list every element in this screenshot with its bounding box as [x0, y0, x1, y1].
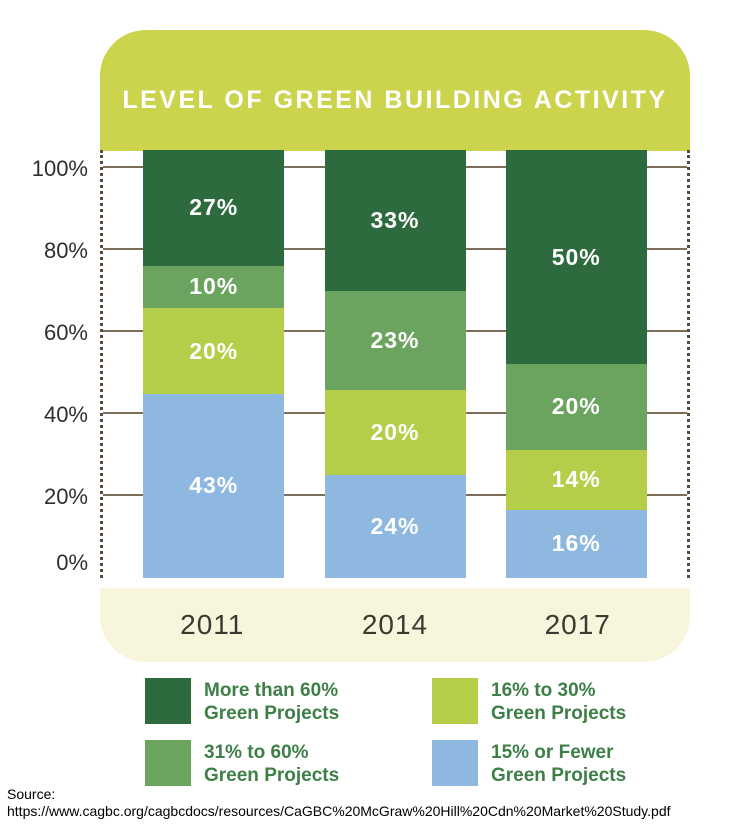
segment-value-label: 20%: [551, 393, 601, 420]
segment-value-label: 24%: [370, 513, 420, 540]
y-tick-60: 60%: [43, 320, 88, 345]
segment-value-label: 16%: [551, 530, 601, 557]
bar-segment: 20%: [324, 389, 466, 476]
segment-value-label: 33%: [370, 207, 420, 234]
segment-value-label: 43%: [189, 472, 239, 499]
segment-value-label: 20%: [189, 337, 239, 364]
bar-segment: 50%: [505, 150, 647, 364]
x-label-2011: 2011: [180, 609, 245, 640]
bar-2017: 50% 20% 14% 16%: [505, 150, 647, 578]
segment-value-label: 23%: [370, 326, 420, 353]
legend-label: More than 60% Green Projects: [204, 680, 340, 724]
bar-segment: 10%: [143, 265, 285, 309]
source-label: Source:: [7, 786, 56, 802]
legend-swatch: [145, 678, 191, 724]
source-url: https://www.cagbc.org/cagbcdocs/resource…: [7, 803, 671, 819]
bar-2011: 27% 10% 20% 43%: [143, 150, 285, 578]
segment-value-label: 50%: [551, 243, 601, 270]
legend-label: 31% to 60% Green Projects: [204, 742, 340, 786]
y-tick-40: 40%: [43, 402, 88, 427]
bar-segment: 27%: [143, 150, 285, 266]
bar-segment: 23%: [324, 291, 466, 390]
bars-container: 27% 10% 20% 43% 33% 23% 20% 24% 50% 20% 14% 16%: [103, 150, 687, 578]
segment-value-label: 14%: [551, 466, 601, 493]
bar-segment: 20%: [143, 308, 285, 394]
bar-segment: 33%: [324, 150, 466, 292]
segment-value-label: 10%: [189, 273, 239, 300]
source-block: Source: https://www.cagbc.org/cagbcdocs/…: [7, 786, 671, 820]
x-label-2017: 2017: [544, 609, 611, 640]
chart-title: LEVEL OF GREEN BUILDING ACTIVITY: [122, 86, 668, 114]
y-tick-80: 80%: [43, 238, 88, 263]
legend-item: 16% to 30% Green Projects: [432, 678, 626, 725]
legend-label: 16% to 30% Green Projects: [491, 680, 627, 724]
legend: More than 60% Green Projects 16% to 30% G…: [145, 678, 626, 787]
legend-item: 15% or Fewer Green Projects: [432, 740, 626, 787]
x-axis-band: 2011 2014 2017: [100, 588, 690, 662]
legend-swatch: [432, 740, 478, 786]
x-label-2014: 2014: [361, 609, 429, 640]
chart-title-banner: LEVEL OF GREEN BUILDING ACTIVITY: [100, 30, 690, 151]
bar-segment: 20%: [505, 364, 647, 450]
legend-swatch: [145, 740, 191, 786]
bar-segment: 24%: [324, 475, 466, 578]
segment-value-label: 27%: [189, 194, 239, 221]
bar-segment: 16%: [505, 509, 647, 578]
plot-area: 27% 10% 20% 43% 33% 23% 20% 24% 50% 20% 14% 16%: [100, 150, 690, 578]
legend-swatch: [432, 678, 478, 724]
y-tick-0: 0%: [56, 550, 88, 575]
bar-segment: 14%: [505, 449, 647, 510]
legend-label: 15% or Fewer Green Projects: [491, 742, 627, 786]
y-tick-100: 100%: [31, 156, 88, 181]
y-tick-20: 20%: [43, 484, 88, 509]
bar-2014: 33% 23% 20% 24%: [324, 150, 466, 578]
bar-segment: 43%: [143, 393, 285, 578]
segment-value-label: 20%: [370, 418, 420, 445]
legend-item: More than 60% Green Projects: [145, 678, 432, 725]
legend-item: 31% to 60% Green Projects: [145, 740, 432, 787]
